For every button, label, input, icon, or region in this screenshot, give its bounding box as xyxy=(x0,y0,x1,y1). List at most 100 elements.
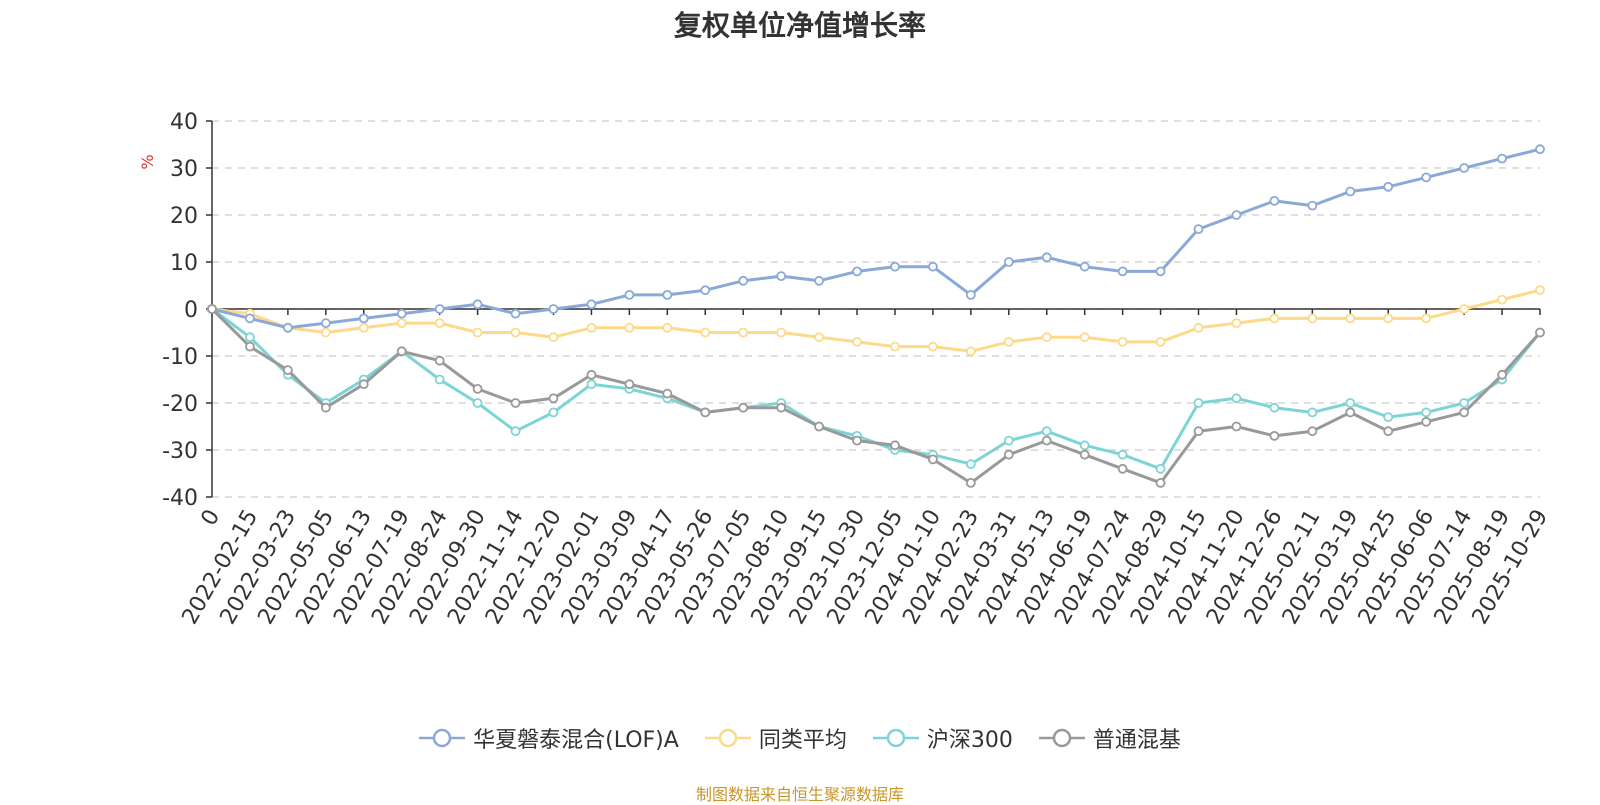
series-point xyxy=(472,327,483,338)
series-point xyxy=(358,379,369,390)
series-point xyxy=(510,398,521,408)
series-point xyxy=(965,459,976,470)
series-point xyxy=(1497,294,1507,305)
series-point xyxy=(207,304,217,314)
series-point xyxy=(1383,426,1394,437)
series-line xyxy=(211,307,1542,471)
legend-line-circle-icon xyxy=(1038,728,1085,748)
series-point xyxy=(965,477,976,488)
series-point xyxy=(1003,435,1014,446)
series-point xyxy=(890,440,900,451)
series-point xyxy=(1193,322,1204,333)
series-point xyxy=(1041,435,1052,446)
tick-labels: 403020100-10-20-30-4002022-02-152022-03-… xyxy=(162,110,1553,629)
series-point xyxy=(1155,477,1166,488)
y-tick-label: -10 xyxy=(162,345,198,370)
series-point xyxy=(1307,200,1318,211)
series-point xyxy=(1117,266,1128,277)
series-point xyxy=(1345,186,1356,197)
series-point xyxy=(1193,426,1204,437)
series-point xyxy=(624,322,635,333)
series-point xyxy=(1269,402,1280,413)
series-point xyxy=(1041,252,1052,263)
legend: 华夏磐泰混合(LOF)A 同类平均 沪深300 普通混基 xyxy=(0,722,1600,754)
series-point xyxy=(1003,257,1014,267)
series-point xyxy=(1345,313,1356,324)
series-point xyxy=(1041,332,1052,343)
legend-item[interactable]: 沪深300 xyxy=(872,722,1013,754)
series-point xyxy=(662,388,673,399)
series-point xyxy=(928,454,938,465)
series-point xyxy=(814,421,824,432)
series-point xyxy=(358,313,369,324)
series-point xyxy=(1421,407,1432,418)
y-tick-label: 10 xyxy=(170,251,198,276)
series-point xyxy=(1535,144,1545,155)
series-point xyxy=(1193,224,1204,235)
series-point xyxy=(1117,463,1128,474)
legend-item[interactable]: 同类平均 xyxy=(704,722,847,754)
grid-lines xyxy=(212,120,1540,498)
series-point xyxy=(396,318,407,329)
series-point xyxy=(1345,398,1356,408)
series-point xyxy=(320,327,331,338)
series-point xyxy=(738,402,749,413)
series-point xyxy=(1497,153,1507,164)
series-point xyxy=(1079,449,1090,460)
series-point xyxy=(965,346,976,357)
series-point xyxy=(1459,304,1470,314)
series-point xyxy=(662,322,673,333)
series-point xyxy=(1383,313,1394,324)
series-point xyxy=(548,304,559,314)
series-point xyxy=(1079,332,1090,343)
series-point xyxy=(1155,266,1166,277)
series-point xyxy=(1269,430,1280,441)
series-point xyxy=(510,426,521,437)
series-point xyxy=(472,383,483,394)
legend-item[interactable]: 华夏磐泰混合(LOF)A xyxy=(419,722,679,754)
legend-line-circle-icon xyxy=(704,728,751,748)
series-point xyxy=(1269,313,1280,324)
series-point xyxy=(1003,336,1014,347)
series-point xyxy=(1079,440,1090,451)
series-point xyxy=(1117,336,1128,347)
series-point xyxy=(852,435,862,446)
series-point xyxy=(890,261,900,272)
series-point xyxy=(586,379,597,390)
series-point xyxy=(282,322,293,333)
series-point xyxy=(1231,393,1242,404)
series-point xyxy=(245,341,255,352)
series-point xyxy=(1041,426,1052,437)
series-point xyxy=(1307,313,1318,324)
legend-line-circle-icon xyxy=(419,728,466,748)
series-point xyxy=(1307,426,1318,437)
series-point xyxy=(852,336,862,347)
series-point xyxy=(662,289,673,300)
series-point xyxy=(1459,407,1470,418)
legend-label: 普通混基 xyxy=(1092,728,1181,753)
series-point xyxy=(928,341,938,352)
series-line xyxy=(211,288,1541,353)
legend-item[interactable]: 普通混基 xyxy=(1038,722,1181,754)
series-point xyxy=(434,304,445,314)
series-point xyxy=(320,318,331,329)
series-point xyxy=(586,299,597,310)
legend-label: 沪深300 xyxy=(926,728,1013,753)
series-point xyxy=(776,271,787,282)
series-point xyxy=(396,308,407,319)
series-point xyxy=(700,327,711,338)
series-point xyxy=(776,327,787,338)
series-point xyxy=(1421,313,1432,324)
series-point xyxy=(1345,407,1356,418)
series-point xyxy=(1459,163,1470,173)
series-point xyxy=(1231,318,1242,329)
series-point xyxy=(1079,261,1090,272)
series-point xyxy=(1421,172,1432,183)
legend-label: 华夏磐泰混合(LOF)A xyxy=(473,728,679,753)
series-point xyxy=(282,365,293,376)
series-point xyxy=(928,261,938,272)
series-point xyxy=(548,407,559,418)
series-point xyxy=(776,402,787,413)
series-point xyxy=(1231,210,1242,220)
